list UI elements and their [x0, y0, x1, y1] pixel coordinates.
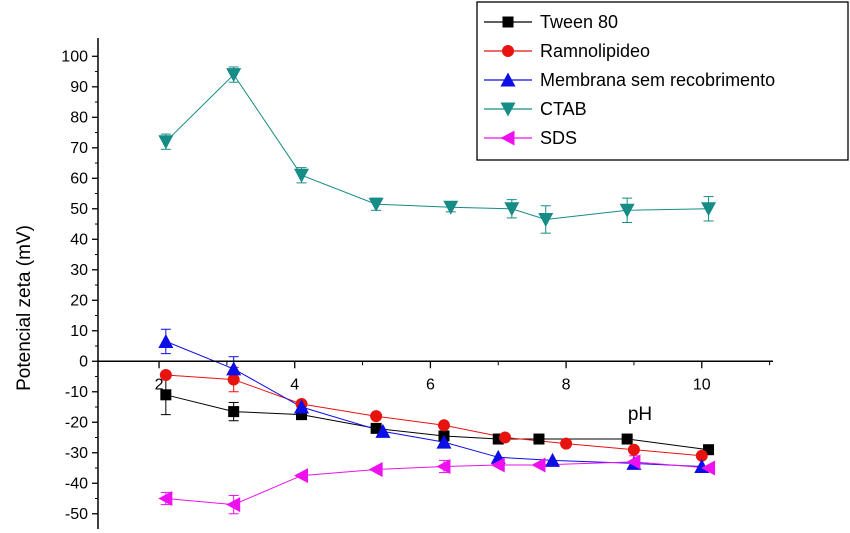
data-point [368, 197, 384, 212]
y-tick-label: -30 [65, 445, 88, 462]
x-tick-label: 2 [155, 376, 164, 393]
data-point [504, 202, 520, 217]
data-point [159, 368, 172, 381]
legend-marker [500, 130, 515, 146]
data-point [443, 200, 459, 215]
series-line [165, 461, 709, 506]
y-ticks: -50 -40 -30 -20 -10 0 10 20 30 40 50 60 70 80 90 100 [61, 48, 98, 523]
x-axis-title: pH [628, 404, 652, 425]
x-tick-label: 4 [290, 376, 299, 393]
data-point [158, 135, 174, 150]
data-point [227, 373, 240, 386]
y-tick-label: 60 [70, 170, 88, 187]
y-tick-label: 20 [70, 292, 88, 309]
data-point [538, 212, 554, 227]
legend-marker [502, 16, 514, 28]
x-tick-label: 6 [426, 376, 435, 393]
x-ticks: 2 4 6 8 10 [155, 361, 771, 393]
data-point [492, 433, 504, 445]
data-point [545, 452, 561, 467]
y-tick-label: 100 [61, 48, 88, 65]
y-axis-title: Potencial zeta (mV) [14, 225, 35, 391]
data-point [695, 449, 708, 462]
data-point [627, 443, 640, 456]
y-tick-label: 80 [70, 109, 88, 126]
data-point [436, 458, 451, 474]
y-tick-label: -10 [65, 384, 88, 401]
data-point [560, 437, 573, 450]
y-tick-label: 70 [70, 140, 88, 157]
y-tick-label: 40 [70, 231, 88, 248]
x-tick-label: 8 [562, 376, 571, 393]
data-point [294, 168, 310, 183]
legend-label: Ramnolipideo [540, 41, 650, 61]
legend-marker [500, 72, 516, 87]
data-point [158, 491, 173, 507]
data-point [370, 410, 383, 423]
data-point [375, 423, 391, 438]
data-point [531, 457, 546, 473]
data-point [619, 203, 635, 218]
data-point [703, 444, 715, 456]
data-point [499, 431, 512, 444]
data-point [294, 399, 310, 414]
legend-box [476, 1, 849, 161]
data-point [621, 433, 633, 445]
data-point [226, 68, 242, 83]
legend-label: SDS [540, 128, 577, 148]
y-tick-label: 10 [70, 323, 88, 340]
series-line [165, 340, 702, 467]
x-tick-label: 10 [693, 376, 711, 393]
axes [97, 38, 773, 529]
data-point [226, 497, 241, 513]
y-tick-label: 90 [70, 79, 88, 96]
data-point [437, 419, 450, 432]
data-point [368, 462, 383, 478]
y-tick-label: -50 [65, 506, 88, 523]
data-point [626, 454, 641, 470]
y-tick-label: 0 [79, 353, 88, 370]
y-tick-label: 50 [70, 201, 88, 218]
data-point [490, 457, 505, 473]
legend-marker [502, 45, 514, 57]
data-point [436, 434, 452, 449]
data-point [370, 422, 382, 434]
legend-label: Membrana sem recobrimento [540, 70, 775, 90]
data-point [226, 361, 242, 376]
data-point [533, 433, 545, 445]
data-point [160, 389, 172, 401]
legend-label: Tween 80 [540, 12, 618, 32]
legend-marker [500, 102, 516, 117]
legend: Tween 80 Ramnolipideo Membrana sem recobri… [476, 1, 849, 161]
data-markers [158, 68, 717, 513]
data-point [158, 333, 174, 348]
data-point [701, 460, 716, 476]
legend-label: CTAB [540, 99, 587, 119]
y-tick-label: -20 [65, 414, 88, 431]
data-point [294, 468, 309, 484]
data-point [228, 406, 240, 418]
data-point [701, 202, 717, 217]
y-tick-label: 30 [70, 262, 88, 279]
y-tick-label: -40 [65, 475, 88, 492]
data-point [296, 409, 308, 421]
